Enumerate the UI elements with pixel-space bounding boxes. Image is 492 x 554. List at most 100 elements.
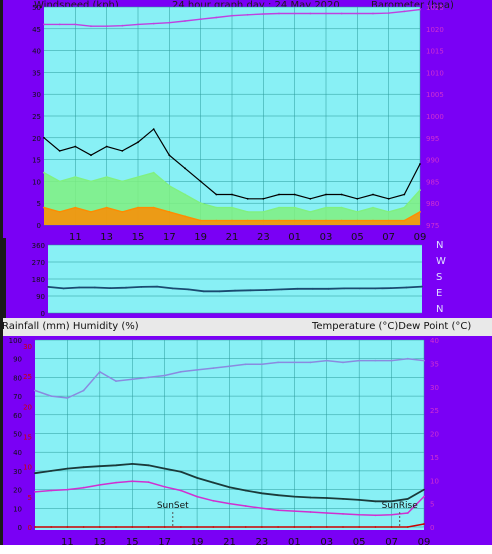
humidity-y-tick: 70 (13, 393, 22, 401)
wind-avg-point (105, 176, 108, 178)
wind-x-tick: 15 (132, 232, 145, 243)
temp-y-tick: 35 (430, 360, 439, 368)
temperature-point (228, 486, 231, 489)
wind-direction-point (202, 290, 205, 293)
dewpoint-point (82, 486, 85, 489)
dewpoint-point (180, 489, 182, 492)
wind-gust-point (325, 193, 327, 196)
wind-low-point (262, 219, 265, 222)
wind-direction-point (62, 287, 65, 290)
barometer-point (246, 13, 249, 16)
wind-gust-point (372, 193, 374, 196)
humidity-y-tick: 80 (13, 374, 22, 382)
wind-direction-point (358, 287, 361, 290)
dewpoint-point (163, 485, 166, 488)
humidity-point (131, 378, 134, 381)
temp-x-tick: 15 (126, 537, 139, 548)
wind-x-tick: 13 (100, 232, 113, 243)
dewpoint-point (66, 488, 69, 491)
wind-low-point (309, 219, 312, 222)
wind-x-tick: 23 (257, 232, 270, 243)
barometer-point (58, 23, 61, 26)
dir-y-tick: 360 (32, 242, 45, 250)
barometer-point (199, 18, 202, 21)
wind-direction-point (280, 288, 283, 291)
humidity-point (325, 359, 328, 362)
wind-avg-point (356, 211, 359, 213)
wind-y-tick: 0 (37, 222, 41, 230)
wind-low-point (184, 215, 186, 218)
rain-y-tick: 30 (23, 343, 32, 351)
baro-y-tick: 1025 (426, 4, 444, 12)
wind-x-tick: 09 (414, 232, 427, 243)
rainfall-point (180, 526, 182, 528)
wind-low-point (231, 219, 233, 222)
rainfall-point (131, 526, 134, 528)
rain-y-tick: 25 (23, 373, 32, 381)
baro-y-tick: 985 (426, 178, 439, 186)
dewpoint-point (147, 481, 150, 483)
temperature-point (34, 472, 36, 475)
dewpoint-point (228, 502, 231, 505)
rainfall-point (163, 526, 166, 528)
barometer-point (278, 12, 280, 15)
baro-y-tick: 1020 (426, 26, 444, 34)
temperature-point (66, 467, 69, 470)
wind-direction-point (327, 287, 330, 290)
dewpoint-point (342, 513, 344, 515)
temp-y-tick: 15 (430, 454, 439, 462)
humidity-point (261, 363, 263, 366)
wind-avg-point (121, 180, 124, 183)
humidity-y-tick: 0 (18, 524, 22, 532)
wind-gust-point (199, 180, 202, 183)
dir-compass-label: N (436, 240, 443, 251)
temperature-point (163, 467, 166, 470)
rain-y-tick: 0 (28, 524, 32, 532)
wind-gust-point (90, 154, 92, 157)
wind-gust-point (246, 197, 249, 200)
wind-low-point (199, 219, 202, 222)
dir-compass-label: W (436, 256, 446, 267)
wind-gust-point (278, 193, 280, 196)
rainfall-point (406, 526, 409, 528)
wind-avg-point (199, 202, 202, 205)
temperature-point (358, 499, 361, 501)
wind-direction-point (421, 285, 423, 288)
wind-low-point (372, 219, 374, 222)
wind-avg-point (137, 176, 139, 178)
barometer-point (356, 12, 359, 15)
humidity-point (115, 380, 117, 382)
wind-low-point (121, 211, 124, 213)
temperature-point (115, 464, 117, 467)
wind-x-tick: 01 (288, 232, 301, 243)
dir-compass-label: E (436, 288, 442, 299)
temp-y-tick: 0 (430, 524, 434, 532)
humidity-point (342, 361, 344, 364)
wind-gust-point (105, 145, 108, 148)
wind-y-tick: 50 (32, 4, 41, 12)
wind-gust-point (137, 141, 139, 144)
wind-gust-point (293, 193, 296, 196)
rainfall-point (374, 526, 377, 528)
wind-gust-point (121, 150, 124, 152)
sunrise-label: SunRise (382, 501, 419, 511)
windspeed-label: Windspeed (kph) (34, 0, 119, 11)
wind-avg-point (43, 171, 45, 174)
temperature-point (98, 465, 101, 468)
humidity-point (358, 359, 361, 362)
rainfall-point (196, 526, 199, 528)
dewpoint-point (34, 491, 36, 493)
wind-avg-point (293, 206, 296, 209)
wind-y-tick: 25 (32, 113, 41, 121)
rainfall-point (50, 526, 53, 528)
barometer-point (262, 13, 265, 15)
rainfall-point (98, 526, 101, 528)
humidity-y-tick: 60 (13, 412, 22, 420)
barometer-point (184, 20, 186, 22)
wind-direction-point (218, 290, 221, 293)
humidity-point (309, 361, 312, 364)
wind-direction-point (93, 286, 96, 289)
rainfall-point (358, 526, 361, 528)
dewpoint-point (131, 480, 134, 483)
